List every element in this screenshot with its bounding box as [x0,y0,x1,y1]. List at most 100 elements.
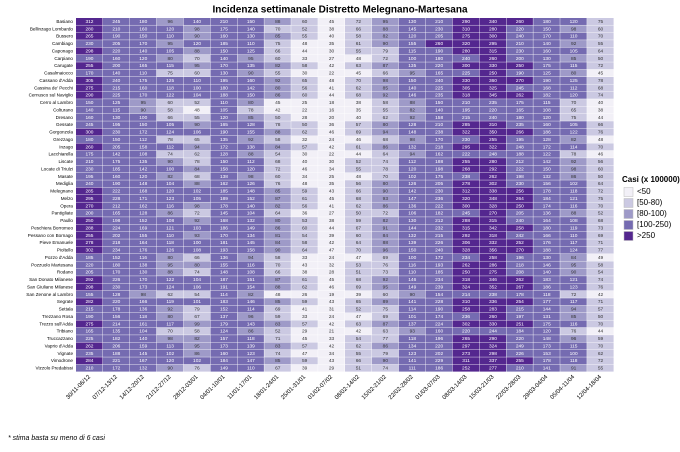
cell-label: 88 [410,100,416,106]
row-label: Trezzo sull'Adda [39,321,73,326]
cell-label: 55 [356,48,362,54]
heat-cell [452,327,480,335]
cell-label: 116 [408,262,416,268]
cell-label: 76 [598,284,604,290]
cell-label: 260 [85,144,93,150]
heat-cell [479,62,506,70]
cell-label: 39 [356,292,362,298]
cell-label: 154 [435,292,443,298]
heat-cell [102,290,130,298]
cell-label: 69 [598,233,604,239]
heat-cell [560,54,587,62]
heat-cell [587,62,614,70]
cell-label: 348 [489,196,497,202]
heat-cell [129,69,157,77]
heat-cell [587,25,614,33]
heat-cell [264,283,291,291]
cell-label: 84 [194,166,200,172]
cell-label: 83 [275,343,281,349]
heat-cell [318,32,345,40]
heat-cell [452,335,480,343]
heat-cell [452,47,480,55]
heat-cell [102,217,130,225]
cell-label: 45 [329,196,335,202]
heat-cell [587,349,614,357]
cell-label: 38 [302,270,308,276]
cell-label: 120 [220,115,228,121]
heat-cell [237,187,264,195]
heat-cell [371,187,399,195]
cell-label: 240 [112,78,120,84]
heat-cell [425,364,453,372]
cell-label: 202 [112,233,120,239]
cell-label: 135 [408,63,416,69]
heat-cell [371,209,399,217]
cell-label: 234 [462,255,470,261]
cell-label: 85 [275,299,281,305]
cell-label: 45 [329,19,335,25]
heat-cell [318,268,345,276]
heat-cell [183,32,211,40]
heat-cell [398,62,426,70]
cell-label: 79 [383,48,389,54]
heat-cell [371,239,399,247]
cell-label: 90 [383,41,389,47]
heat-cell [102,335,130,343]
heat-cell [452,298,480,306]
cell-label: 158 [435,115,443,121]
heat-cell [210,128,237,136]
heat-cell [210,121,237,129]
heat-cell [318,217,345,225]
cell-label: 110 [408,270,416,276]
heat-cell [560,276,587,284]
cell-label: 318 [462,93,470,99]
cell-label: 110 [247,366,255,372]
cell-label: 94 [383,130,389,136]
cell-label: 238 [489,292,497,298]
cell-label: 67 [275,366,281,372]
heat-cell [237,195,264,202]
heat-cell [210,113,237,121]
row-label: Colturano [53,107,73,112]
cell-label: 275 [462,34,470,40]
heat-cell [479,121,506,129]
heat-cell [533,283,560,291]
heat-cell [371,128,399,136]
legend-swatch [623,220,634,230]
heat-cell [560,99,587,107]
heat-cell [291,239,318,247]
heat-cell [291,357,318,365]
heat-cell [345,32,372,40]
heat-cell [237,364,264,372]
heat-cell [210,268,237,276]
cell-label: 68 [356,93,362,99]
cell-label: 118 [247,336,255,342]
heat-cell [371,158,399,166]
heat-cell [425,224,453,232]
cell-label: 245 [85,122,93,128]
heat-cell [425,62,453,70]
cell-label: 260 [435,41,443,47]
cell-label: 48 [356,56,362,62]
heat-cell [318,187,345,195]
cell-label: 141 [408,358,416,364]
heat-cell [318,202,345,210]
cell-label: 44 [598,115,604,121]
heat-cell [76,121,103,129]
heat-cell [506,18,533,25]
heat-cell [560,268,587,276]
cell-label: 35 [329,41,335,47]
cell-label: 86 [383,203,389,209]
cell-label: 220 [516,336,524,342]
cell-label: 185 [435,270,443,276]
cell-label: 80 [275,218,281,224]
heat-cell [264,62,291,70]
heat-cell [183,54,211,62]
heat-cell [102,195,130,202]
heat-cell [291,40,318,48]
cell-label: 176 [139,248,147,254]
cell-label: 75 [167,71,173,77]
heat-cell [129,165,157,173]
cell-label: 110 [220,100,228,106]
cell-label: 170 [139,41,147,47]
